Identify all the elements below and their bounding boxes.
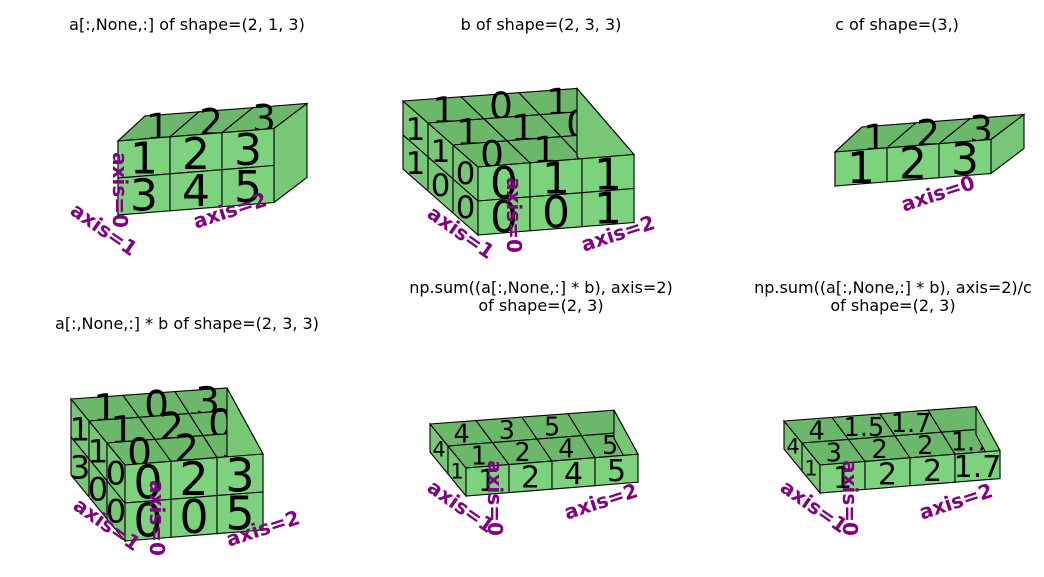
front-face-cell: [954, 450, 1001, 483]
front-face-value: 5: [234, 162, 262, 213]
panel-title: np.sum((a[:,None,:] * b), axis=2): [409, 278, 673, 297]
front-face-value: 2: [878, 457, 897, 492]
axis-label: axis=0: [483, 460, 507, 536]
front-face-cell: [938, 138, 992, 179]
side-face-value: 0: [456, 156, 476, 192]
panel-title: a[:,None,:] * b of shape=(2, 3, 3): [55, 314, 319, 333]
panel-6: np.sum((a[:,None,:] * b), axis=2)/cof sh…: [754, 278, 1032, 538]
front-face-value: 1: [833, 461, 852, 496]
side-face-value: 1: [70, 411, 90, 449]
top-face-value: 1: [471, 442, 487, 472]
side-face-value: 1: [406, 146, 426, 182]
side-face-value: 4: [786, 435, 799, 459]
side-face-value: 0: [88, 471, 108, 509]
side-face-value: 0: [106, 493, 126, 531]
front-face-cell: [594, 453, 639, 487]
front-face-value: 2: [899, 139, 927, 190]
top-face-value: 3: [499, 416, 515, 446]
panel-2: b of shape=(2, 3, 3)11010010111001101100…: [401, 15, 658, 264]
panel-title: np.sum((a[:,None,:] * b), axis=2)/c: [754, 278, 1032, 297]
front-face-value: 5: [607, 454, 626, 489]
panel-title: a[:,None,:] of shape=(2, 1, 3): [69, 15, 305, 34]
top-face-value: 5: [544, 413, 560, 443]
front-face-cell: [221, 164, 275, 208]
top-face-value: 4: [808, 416, 824, 446]
front-face-value: 2: [521, 461, 540, 496]
front-face-value: 0: [133, 494, 162, 548]
panel-title: b of shape=(2, 3, 3): [461, 15, 622, 34]
top-face-value: 3: [826, 438, 842, 468]
side-face-value: 0: [106, 455, 126, 493]
top-face-value: 2: [514, 438, 530, 468]
panel-4: a[:,None,:] * b of shape=(2, 3, 3)110300…: [55, 314, 319, 556]
panel-1: a[:,None,:] of shape=(2, 1, 3)1312312334…: [66, 15, 309, 261]
axis-label: axis=0: [108, 152, 132, 228]
front-face-value: 0: [490, 192, 518, 243]
side-face-value: 0: [456, 190, 476, 226]
front-face-value: 0: [542, 188, 570, 239]
panel-title: of shape=(2, 3): [478, 296, 603, 315]
side-face-value: 0: [431, 168, 451, 204]
panel-5: np.sum((a[:,None,:] * b), axis=2)of shap…: [409, 278, 673, 538]
front-face-value: 1: [594, 183, 622, 234]
front-face-value: 5: [225, 486, 254, 540]
front-face-value: 4: [182, 166, 210, 217]
axis-label: axis=0: [838, 460, 862, 536]
top-face-value: 4: [558, 435, 574, 465]
front-face-value: 2: [923, 454, 942, 489]
axis-label: axis=0: [145, 480, 169, 556]
front-face-value: 0: [179, 490, 208, 544]
side-face-value: 3: [70, 449, 90, 487]
side-face-value: 1: [88, 433, 108, 471]
front-face-cell: [216, 491, 264, 535]
panel-3: c of shape=(3,)1123123axis=0: [833, 15, 1026, 216]
front-face-value: 4: [564, 457, 583, 492]
side-face-value: 1: [406, 112, 426, 148]
side-face-value: 4: [432, 438, 445, 462]
axis-label: axis=0: [502, 177, 526, 253]
panel-title: c of shape=(3,): [835, 15, 959, 34]
top-face-value: 2: [871, 435, 887, 465]
front-face-value: 1.7: [954, 450, 1002, 485]
front-face-cell: [581, 187, 635, 228]
front-face-value: 3: [951, 134, 979, 185]
front-face-value: 1: [847, 143, 875, 194]
front-face-value: 3: [130, 170, 158, 221]
panel-title: of shape=(2, 3): [830, 296, 955, 315]
side-face-value: 1: [450, 460, 463, 484]
side-face-value: 1: [431, 134, 451, 170]
top-face-value: 4: [453, 420, 469, 450]
side-face-value: 1: [804, 457, 817, 481]
top-face-value: 2: [917, 431, 933, 461]
front-face-value: 1: [478, 464, 497, 499]
